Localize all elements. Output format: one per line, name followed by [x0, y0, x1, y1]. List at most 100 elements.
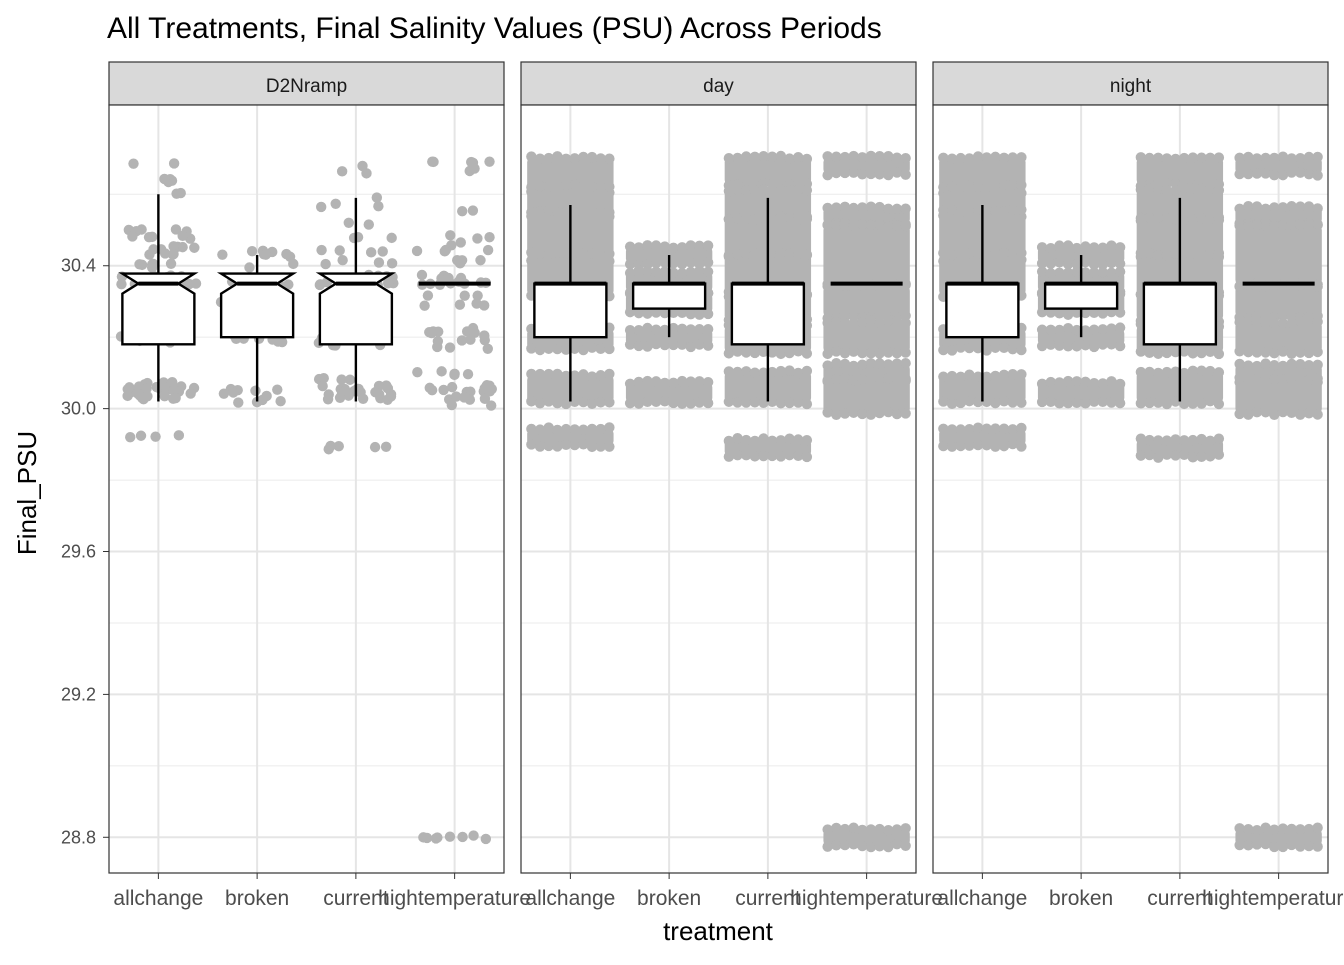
data-point	[990, 151, 1001, 163]
data-point	[848, 822, 859, 833]
data-point	[1196, 247, 1207, 259]
data-point	[981, 181, 992, 193]
data-point	[190, 278, 202, 289]
facet-panel-night: night allchange broken currenthightemperatu…	[932, 61, 1344, 910]
data-point	[857, 347, 868, 359]
box-body	[315, 272, 397, 346]
data-point	[624, 398, 636, 409]
data-point	[177, 230, 188, 242]
data-point	[1303, 201, 1315, 212]
data-point	[874, 219, 885, 230]
data-point	[578, 151, 589, 163]
data-point	[1179, 247, 1190, 259]
data-point	[1179, 214, 1190, 225]
data-point	[1007, 424, 1018, 435]
data-point	[1286, 348, 1297, 360]
data-point	[775, 247, 787, 259]
data-point	[981, 396, 992, 408]
data-point	[732, 397, 743, 408]
data-point	[831, 167, 842, 179]
data-point	[449, 369, 460, 381]
data-point	[831, 358, 842, 369]
data-point	[865, 373, 877, 384]
data-point	[784, 449, 795, 461]
data-point	[1303, 316, 1315, 327]
data-point	[624, 378, 636, 389]
data-point	[972, 204, 984, 215]
data-point	[955, 397, 966, 409]
data-point	[1054, 240, 1065, 251]
data-point	[136, 259, 148, 271]
data-point	[723, 435, 735, 447]
data-point	[1243, 409, 1254, 420]
data-point	[1016, 344, 1027, 356]
data-point	[891, 838, 903, 850]
data-point	[1153, 212, 1164, 223]
data-point	[1036, 258, 1048, 269]
data-point	[167, 393, 179, 404]
data-point	[676, 339, 688, 350]
data-point	[1161, 213, 1173, 224]
data-point	[1213, 348, 1225, 360]
data-point	[900, 221, 911, 232]
data-point	[386, 232, 397, 244]
data-point	[784, 153, 795, 164]
data-point	[604, 248, 615, 260]
data-point	[578, 396, 589, 408]
data-point	[1016, 369, 1027, 380]
data-point	[1106, 267, 1117, 279]
data-point	[981, 204, 992, 216]
data-point	[1277, 406, 1289, 418]
data-point	[1153, 152, 1164, 163]
data-point	[457, 831, 468, 843]
data-point	[1312, 373, 1323, 384]
data-point	[534, 180, 546, 192]
data-point	[1277, 374, 1289, 385]
data-point	[857, 359, 868, 370]
data-point	[741, 248, 752, 260]
data-point	[526, 181, 537, 193]
data-point	[1106, 339, 1117, 350]
data-point	[848, 220, 859, 232]
data-point	[981, 345, 992, 356]
data-point	[1114, 397, 1126, 409]
data-point	[136, 224, 147, 235]
data-point	[900, 203, 911, 214]
data-point	[479, 393, 491, 405]
data-point	[1286, 317, 1297, 329]
data-point	[586, 371, 598, 382]
data-point	[604, 153, 615, 164]
data-point	[633, 324, 644, 336]
data-point	[822, 348, 833, 360]
data-point	[552, 343, 563, 355]
data-point	[1007, 397, 1018, 408]
data-point-band	[1235, 285, 1322, 318]
data-point	[1144, 366, 1155, 378]
data-point	[883, 406, 894, 418]
data-point	[1054, 398, 1065, 409]
data-point	[1080, 325, 1091, 336]
data-point	[767, 366, 778, 378]
data-point	[642, 240, 653, 251]
data-point	[168, 248, 179, 260]
data-point	[955, 424, 966, 435]
data-point	[650, 240, 662, 251]
data-point	[865, 841, 877, 853]
data-point	[543, 440, 554, 452]
data-point	[1135, 398, 1147, 409]
data-point	[749, 347, 761, 359]
data-point	[288, 258, 299, 270]
data-point	[1016, 152, 1027, 163]
data-point	[1260, 347, 1271, 358]
data-point	[369, 441, 381, 453]
data-point	[1153, 184, 1164, 195]
data-point	[831, 840, 842, 851]
x-tick-label: hightemperature	[378, 887, 531, 910]
data-point	[758, 397, 769, 408]
data-point	[848, 407, 859, 418]
data-point	[702, 240, 714, 251]
data-point	[451, 391, 462, 402]
